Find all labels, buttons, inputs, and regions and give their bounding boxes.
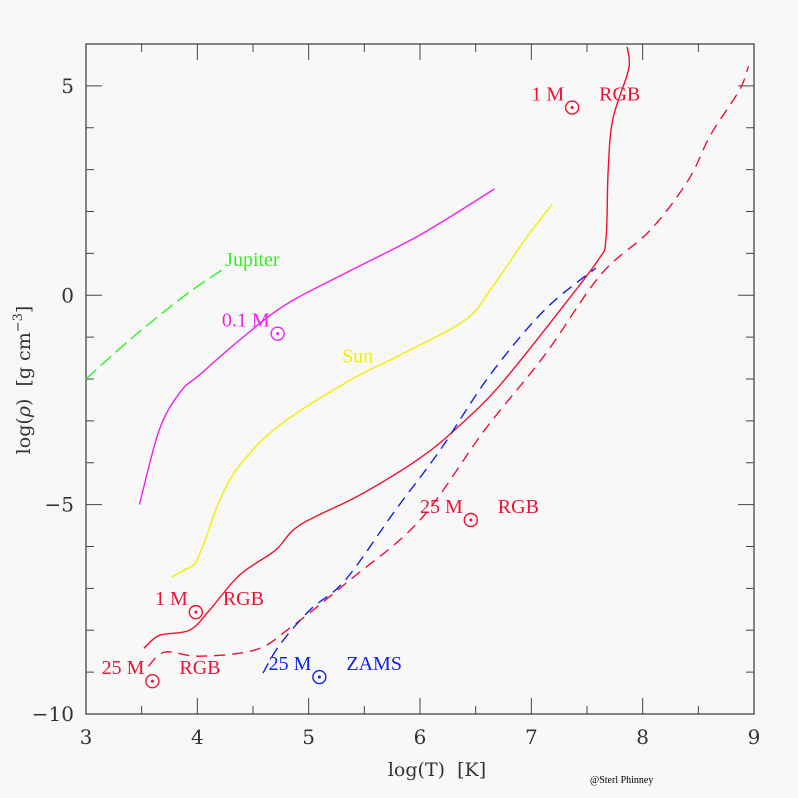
- x-axis-title: log(T) [K]: [388, 759, 486, 781]
- annotation-text: 25 M: [102, 657, 145, 679]
- annotation-text: Sun: [342, 345, 373, 367]
- sun-symbol-icon: [564, 100, 580, 115]
- annotation-m1top: 1 M RGB: [531, 84, 640, 115]
- series-line-sun: [171, 203, 554, 578]
- y-tick-label: 0: [61, 283, 74, 307]
- annotation-jupiter: Jupiter: [225, 249, 280, 271]
- annotation-suffix: RGB: [223, 588, 264, 610]
- annotation-text: 25 M: [420, 496, 463, 518]
- y-axis-title-close: ]: [13, 306, 35, 313]
- x-tick-label: 8: [636, 725, 649, 749]
- x-tick-label: 6: [414, 725, 427, 749]
- annotation-m25mid: 25 M RGB: [420, 496, 539, 528]
- annotation-text: 0.1 M: [222, 310, 270, 332]
- annotation-m01: 0.1 M: [222, 310, 285, 341]
- series-line-0-1-msun: [138, 188, 495, 505]
- sun-symbol-dot: [570, 106, 574, 110]
- annotation-suffix: RGB: [498, 496, 539, 518]
- y-tick-label: −5: [45, 493, 74, 517]
- annotation-text: 1 M: [531, 84, 564, 106]
- sun-symbol-icon: [270, 326, 285, 341]
- annotation-m25zams: 25 M ZAMS: [269, 653, 402, 685]
- sun-symbol-icon: [312, 669, 327, 685]
- plot-frame: [85, 43, 755, 715]
- annotation-m25bot: 25 M RGB: [102, 657, 221, 689]
- annotation-m1bot: 1 M RGB: [155, 588, 264, 620]
- sun-symbol-icon: [188, 604, 204, 620]
- y-axis-title-suffix: ) [g cm: [13, 332, 35, 406]
- y-axis-title-exp: −3: [11, 313, 26, 332]
- annotation-sun: Sun: [342, 345, 373, 367]
- annotation-suffix: ZAMS: [346, 653, 402, 675]
- x-tick-label: 5: [302, 725, 315, 749]
- annotation-suffix: RGB: [599, 84, 640, 106]
- x-tick-label: 3: [80, 725, 93, 749]
- y-tick-label: −10: [32, 702, 74, 726]
- sun-symbol-dot: [469, 518, 473, 522]
- x-tick-label: 4: [191, 725, 204, 749]
- sun-symbol-icon: [145, 674, 160, 689]
- series-line-1-msun-rgb: [143, 46, 631, 649]
- annotation-text: Jupiter: [225, 249, 280, 271]
- annotation-suffix: RGB: [179, 657, 220, 679]
- series-line-jupiter: [85, 269, 223, 380]
- y-tick-label: 5: [61, 74, 74, 98]
- sun-symbol-dot: [317, 675, 321, 679]
- series-line-25-msun-zams: [262, 267, 597, 674]
- x-tick-label: 7: [525, 725, 538, 749]
- y-axis-title-rho: ρ: [13, 405, 35, 418]
- sun-symbol-icon: [463, 512, 478, 528]
- annotation-text: 25 M: [269, 653, 312, 675]
- sun-symbol-dot: [150, 679, 154, 683]
- sun-symbol-dot: [276, 332, 280, 336]
- credit-label: @Sterl Phinney: [590, 775, 653, 786]
- y-axis-title: log(ρ) [g cm−3]: [11, 306, 35, 455]
- annotation-text: 1 M: [155, 588, 188, 610]
- sun-symbol-dot: [194, 610, 198, 614]
- series-line-25-msun-rgb: [147, 65, 750, 667]
- x-tick-label: 9: [748, 725, 761, 749]
- y-axis-title-prefix: log(: [13, 417, 35, 454]
